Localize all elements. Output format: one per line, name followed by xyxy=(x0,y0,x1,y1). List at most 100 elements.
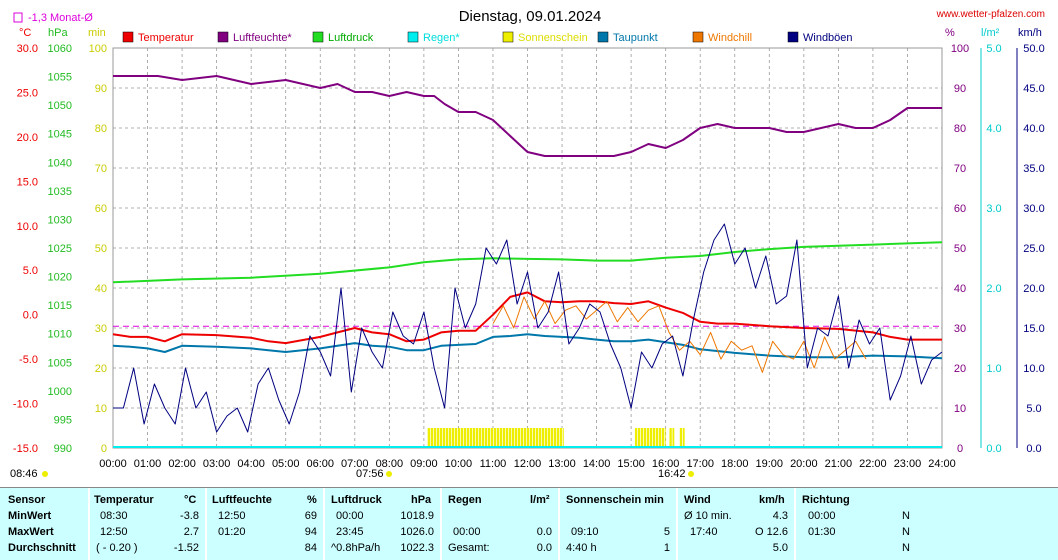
sun-end-label: 16:42 xyxy=(658,468,686,480)
wind-min-value: 4.3 xyxy=(772,510,788,522)
sun-tick-6: 40 xyxy=(95,283,107,295)
wind-max-value: O 12.6 xyxy=(754,526,788,538)
hum-avg-value: 84 xyxy=(304,542,317,554)
legend-label-1: Luftfeuchte* xyxy=(233,32,292,44)
legend-swatch-4 xyxy=(502,31,514,43)
monthly-avg-label: -1,3 Monat-Ø xyxy=(28,12,93,24)
x-tick-23: 23:00 xyxy=(894,458,922,470)
rain-max-time: 00:00 xyxy=(453,526,481,538)
sun-tick-0: 100 xyxy=(89,43,107,55)
humidity-tick-1: 90 xyxy=(954,83,966,95)
x-tick-17: 17:00 xyxy=(686,458,714,470)
pressure-unit: hPa xyxy=(411,494,432,506)
x-tick-22: 22:00 xyxy=(859,458,887,470)
rain-tick-2: 3.0 xyxy=(986,203,1001,215)
rain-total-label: Gesamt: xyxy=(448,542,490,554)
temp-tick-0: 30.0 xyxy=(17,43,38,55)
wind-avg-label: Ø 10 min. xyxy=(684,510,732,522)
pressure-tick-6: 1030 xyxy=(48,214,72,226)
temp-tick-4: 10.0 xyxy=(17,221,38,233)
legend-swatch-7 xyxy=(787,31,799,43)
sun-tick-5: 50 xyxy=(95,243,107,255)
series-line-2 xyxy=(112,291,942,345)
pressure-tick-4: 1040 xyxy=(48,157,72,169)
x-tick-12: 12:00 xyxy=(514,458,542,470)
sun-max-value: 5 xyxy=(663,526,670,538)
humidity-tick-2: 80 xyxy=(954,123,966,135)
website-link[interactable]: www.wetter-pfalzen.com xyxy=(936,9,1045,20)
x-tick-9: 09:00 xyxy=(410,458,438,470)
chart-title: Dienstag, 09.01.2024 xyxy=(459,8,602,25)
temp-tick-9: -15.0 xyxy=(13,443,38,455)
sun-duration: 4:40 h xyxy=(566,542,597,554)
sun-tick-4: 60 xyxy=(95,203,107,215)
x-tick-2: 02:00 xyxy=(168,458,196,470)
temp-tick-3: 15.0 xyxy=(17,176,38,188)
rain-tick-4: 1.0 xyxy=(986,363,1001,375)
temp-min-time: 08:30 xyxy=(100,510,128,522)
series-line-1 xyxy=(112,241,943,284)
statistics-table: Sensor MinWert MaxWert Durchschnitt Temp… xyxy=(0,487,1058,560)
wind-tick-6: 20.0 xyxy=(1023,283,1044,295)
sun-tick-9: 10 xyxy=(95,403,107,415)
sunshine-header: Sonnenschein min xyxy=(566,494,664,506)
legend-label-3: Regen* xyxy=(423,32,460,44)
x-tick-15: 15:00 xyxy=(617,458,645,470)
direction-header: Richtung xyxy=(802,494,850,506)
wind-unit-label: km/h xyxy=(1018,27,1042,39)
humidity-tick-0: 100 xyxy=(951,43,969,55)
hum-min-time: 12:50 xyxy=(218,510,246,522)
series-line-0 xyxy=(113,75,942,157)
temperature-unit: °C xyxy=(184,494,197,506)
pressure-tick-5: 1035 xyxy=(48,186,72,198)
row-label-avg: Durchschnitt xyxy=(8,542,76,554)
stats-col-wind: Wind km/h Ø 10 min. 4.3 17:40 O 12.6 5.0 xyxy=(676,488,796,560)
temp-min-value: -3.8 xyxy=(180,510,199,522)
stats-col-direction: Richtung 00:00 N 01:30 N N xyxy=(794,488,916,560)
weather-chart: -1,3 Monat-Ø Dienstag, 09.01.2024 www.we… xyxy=(10,8,1045,480)
legend-label-4: Sonnenschein xyxy=(518,32,588,44)
sun-avg-value: 1 xyxy=(663,542,670,554)
wind-max-time: 17:40 xyxy=(690,526,718,538)
x-tick-11: 11:00 xyxy=(480,458,507,470)
legend-swatch-2 xyxy=(312,31,324,43)
wind-tick-5: 25.0 xyxy=(1023,243,1044,255)
legend: Temperatur Luftfeuchte* Luftdruck Regen* Son… xyxy=(122,31,853,44)
x-tick-21: 21:00 xyxy=(825,458,853,470)
sunshine-block-2 xyxy=(669,428,675,448)
stats-col-pressure: Luftdruck hPa 00:00 1018.9 23:45 1026.0 … xyxy=(323,488,442,560)
sensor-header: Sensor xyxy=(8,494,46,506)
stats-col-rain: Regen l/m² 00:00 0.0 Gesamt: 0.0 xyxy=(440,488,560,560)
sun-tick-8: 20 xyxy=(95,363,107,375)
temp-avg-note: ( - 0.20 ) xyxy=(96,542,138,554)
pressure-tick-12: 1000 xyxy=(48,386,72,398)
wind-tick-0: 50.0 xyxy=(1023,43,1044,55)
legend-swatch-5 xyxy=(597,31,609,43)
humidity-tick-9: 10 xyxy=(954,403,966,415)
stats-col-sunshine: Sonnenschein min 09:10 5 4:40 h 1 xyxy=(558,488,678,560)
humidity-tick-4: 60 xyxy=(954,203,966,215)
hum-max-time: 01:20 xyxy=(218,526,246,538)
rain-unit: l/m² xyxy=(530,494,550,506)
wind-tick-10: 0.0 xyxy=(1026,443,1041,455)
pressure-tick-14: 990 xyxy=(54,443,72,455)
sun-end-icon xyxy=(688,471,694,477)
pressure-unit-label: hPa xyxy=(48,27,68,39)
x-tick-8: 08:00 xyxy=(376,458,404,470)
pressure-tick-8: 1020 xyxy=(48,272,72,284)
sun-tick-1: 90 xyxy=(95,83,107,95)
sunshine-block-1 xyxy=(634,428,666,448)
sun-tick-3: 70 xyxy=(95,163,107,175)
pressure-tick-13: 995 xyxy=(54,414,72,426)
temp-max-value: 2.7 xyxy=(183,526,199,538)
pres-max-time: 23:45 xyxy=(336,526,364,538)
rain-tick-5: 0.0 xyxy=(986,443,1001,455)
rain-max-value: 0.0 xyxy=(536,526,552,538)
rain-tick-0: 5.0 xyxy=(986,43,1001,55)
temp-tick-6: 0.0 xyxy=(23,310,38,322)
wind-tick-4: 30.0 xyxy=(1023,203,1044,215)
hum-min-value: 69 xyxy=(304,510,317,522)
dir-min-value: N xyxy=(902,510,910,522)
wind-tick-2: 40.0 xyxy=(1023,123,1044,135)
legend-label-2: Luftdruck xyxy=(328,32,374,44)
